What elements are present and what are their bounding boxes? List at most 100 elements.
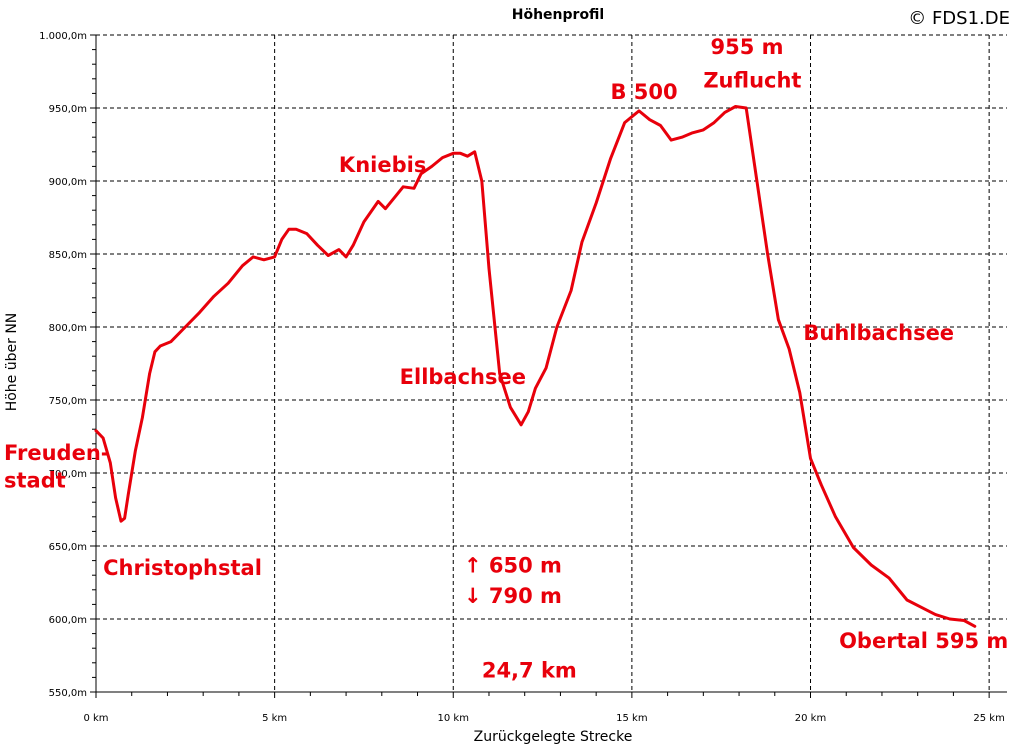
elevation-point <box>153 350 157 354</box>
elevation-point <box>109 461 112 464</box>
elevation-point <box>569 289 573 292</box>
series-layer <box>94 105 977 628</box>
elevation-point <box>887 576 891 580</box>
elevation-point <box>544 366 548 370</box>
y-tick-label: 650,0m <box>49 542 87 553</box>
elevation-point <box>798 391 801 394</box>
annotation-label: ↑ 650 m <box>464 553 562 577</box>
annotation-label: Freuden- <box>4 441 110 465</box>
elevation-point <box>262 258 266 262</box>
elevation-point <box>473 150 476 153</box>
elevation-point <box>241 264 244 267</box>
elevation-point <box>962 619 966 622</box>
elevation-point <box>198 311 201 314</box>
annotation-label: stadt <box>4 469 66 493</box>
elevation-point <box>745 106 748 110</box>
elevation-point <box>337 248 341 251</box>
elevation-point <box>580 241 584 244</box>
elevation-point <box>691 131 694 135</box>
annotation-label: Buhlbachsee <box>803 321 954 345</box>
elevation-point <box>273 255 276 259</box>
elevation-point <box>637 109 641 113</box>
y-tick-label: 850,0m <box>49 250 87 261</box>
elevation-point <box>555 325 559 329</box>
elevation-point <box>834 515 837 518</box>
elevation-point <box>294 227 298 231</box>
annotations: Freuden-stadt Christophstal Kniebis Ellbach… <box>4 35 1008 682</box>
elevation-point <box>251 255 255 259</box>
elevation-point <box>344 255 348 259</box>
elevation-point <box>287 227 291 231</box>
y-tick-label: 800,0m <box>49 323 87 334</box>
elevation-point <box>226 282 230 285</box>
elevation-point <box>384 207 387 210</box>
annotation-label: Zuflucht <box>703 69 801 93</box>
elevation-point <box>141 416 144 419</box>
elevation-point <box>184 325 187 329</box>
elevation-point <box>212 295 216 298</box>
annotation-label: 24,7 km <box>482 658 577 682</box>
ticks: 550,0m 600,0m 650,0m 700,0m 750,0m 800,0m 850,… <box>39 31 1005 724</box>
y-axis-title: Höhe über NN <box>4 313 20 412</box>
elevation-point <box>787 347 791 351</box>
elevation-point <box>101 436 105 440</box>
elevation-point <box>948 617 952 621</box>
elevation-point <box>316 244 319 247</box>
elevation-point <box>723 111 726 114</box>
annotation-label: Obertal 595 m <box>839 629 1008 653</box>
elevation-point <box>712 121 716 124</box>
elevation-point <box>394 194 398 197</box>
copyright-text: © FDS1.DE <box>908 8 1010 29</box>
elevation-point <box>412 187 416 190</box>
y-tick-label: 550,0m <box>49 688 87 699</box>
annotation-label: B 500 <box>610 80 677 104</box>
x-tick-label: 15 km <box>616 713 647 724</box>
x-axis-title: Zurückgelegte Strecke <box>474 729 633 745</box>
elevation-point <box>134 449 137 453</box>
axes <box>95 35 1007 693</box>
elevation-point <box>809 457 812 460</box>
elevation-point <box>126 493 130 497</box>
elevation-point <box>119 519 123 523</box>
elevation-point <box>669 138 673 142</box>
elevation-point <box>362 220 366 224</box>
elevation-point <box>487 267 491 270</box>
elevation-point <box>159 344 162 348</box>
x-tick-label: 25 km <box>973 713 1004 724</box>
elevation-point <box>441 156 444 159</box>
elevation-point <box>123 517 126 520</box>
elevation-point <box>430 165 434 168</box>
elevation-point <box>527 410 530 413</box>
elevation-point <box>148 372 151 375</box>
y-tick-label: 600,0m <box>49 615 87 626</box>
annotation-label: Ellbachsee <box>400 365 526 389</box>
elevation-point <box>870 563 873 567</box>
annotation-label: ↓ 790 m <box>464 584 562 608</box>
elevation-point <box>852 546 855 549</box>
elevation-point <box>659 124 662 127</box>
elevation-point <box>766 252 769 256</box>
elevation-point <box>169 340 173 343</box>
elevation-point <box>702 128 705 132</box>
grid <box>96 34 1007 692</box>
elevation-point <box>352 244 355 247</box>
x-tick-label: 20 km <box>795 713 826 724</box>
elevation-point <box>973 625 977 628</box>
y-tick-label: 750,0m <box>49 396 87 407</box>
elevation-point <box>920 606 923 609</box>
elevation-point <box>280 238 283 241</box>
x-tick-label: 5 km <box>262 713 287 724</box>
elevation-point <box>905 598 909 602</box>
elevation-point <box>452 152 455 155</box>
elevation-point <box>820 483 823 486</box>
elevation-point <box>377 200 380 203</box>
elevation-point <box>419 172 423 175</box>
elevation-point <box>114 496 117 500</box>
annotation-label: Kniebis <box>339 153 426 177</box>
elevation-point <box>459 152 462 155</box>
y-tick-label: 1.000,0m <box>39 31 87 42</box>
elevation-point <box>648 118 651 121</box>
chart-title: Höhenprofil <box>512 7 604 23</box>
